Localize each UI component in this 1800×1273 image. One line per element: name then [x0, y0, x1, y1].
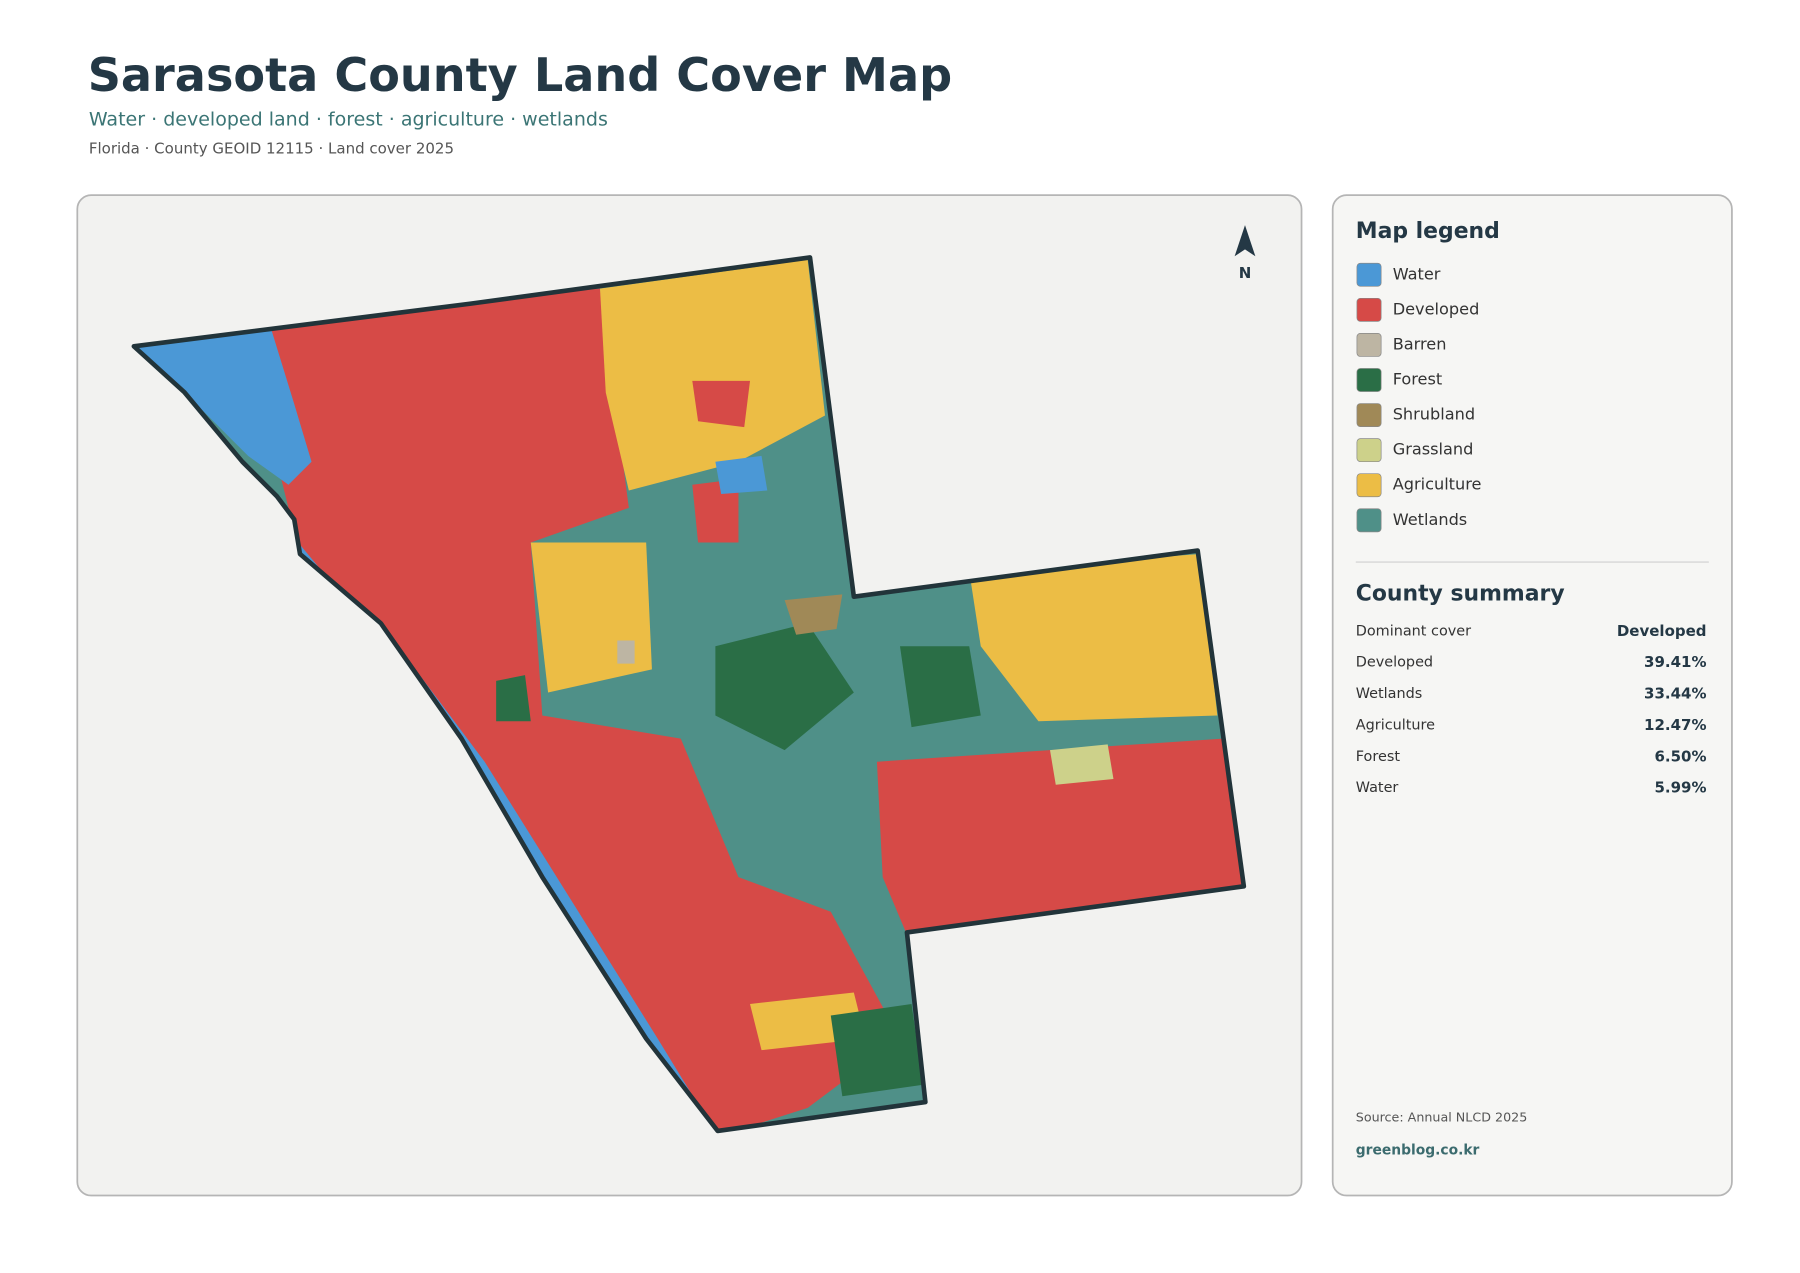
- legend-label: Wetlands: [1393, 510, 1468, 529]
- summary-label: Agriculture: [1356, 717, 1435, 733]
- summary-value: Developed: [1617, 622, 1707, 640]
- agriculture-area: [600, 259, 825, 491]
- agriculture-area: [969, 554, 1218, 722]
- shrubland-area: [784, 594, 843, 635]
- summary-label: Water: [1356, 780, 1399, 796]
- developed-area: [265, 288, 900, 1131]
- legend-swatch: [1356, 403, 1382, 427]
- source: Source: Annual NLCD 2025: [1356, 1110, 1528, 1125]
- forest-area: [900, 646, 981, 728]
- water-area: [715, 455, 768, 494]
- legend-label: Barren: [1393, 334, 1447, 353]
- county-outline: [131, 255, 1247, 1134]
- title: Sarasota County Land Cover Map: [88, 48, 952, 102]
- summary-value: 6.50%: [1654, 747, 1706, 765]
- summary-value: 5.99%: [1654, 779, 1706, 797]
- north-label: N: [1239, 264, 1252, 282]
- legend-label: Developed: [1393, 299, 1480, 318]
- agriculture-area: [530, 542, 652, 693]
- summary-value: 33.44%: [1644, 685, 1706, 703]
- legend-label: Forest: [1393, 370, 1443, 389]
- forest-area: [830, 1004, 924, 1097]
- developed-area: [692, 479, 739, 543]
- legend-swatch: [1356, 368, 1382, 392]
- legend-label: Water: [1393, 264, 1441, 283]
- legend-swatch: [1356, 297, 1382, 322]
- summary-label: Developed: [1356, 655, 1433, 671]
- developed-area: [876, 738, 1244, 935]
- side-panel: [1331, 194, 1733, 1197]
- summary-label: Wetlands: [1356, 686, 1423, 702]
- summary-table: Dominant cover Developed Developed 39.41% We…: [1356, 622, 1707, 797]
- legend-swatch: [1356, 262, 1382, 287]
- legend-label: Grassland: [1393, 440, 1474, 459]
- summary-value: 12.47%: [1644, 716, 1706, 734]
- meta: Florida · County GEOID 12115 · Land cove…: [89, 140, 454, 158]
- summary-value: 39.41%: [1644, 653, 1706, 671]
- legend-swatch: [1356, 473, 1382, 498]
- forest-area: [715, 623, 854, 751]
- forest-area: [496, 675, 531, 722]
- barren-area: [617, 640, 635, 664]
- subtitle: Water · developed land · forest · agricu…: [89, 109, 608, 131]
- site-link: greenblog.co.kr: [1356, 1143, 1480, 1159]
- summary-label: Forest: [1356, 749, 1401, 765]
- summary-label: Dominant cover: [1356, 623, 1471, 639]
- legend-swatch: [1356, 333, 1382, 357]
- water-area: [133, 328, 312, 485]
- grassland-area: [1050, 744, 1114, 785]
- legend-title: Map legend: [1356, 219, 1500, 244]
- legend-label: Agriculture: [1393, 475, 1482, 494]
- developed-area: [692, 380, 750, 428]
- legend-swatch: [1356, 508, 1382, 533]
- north-arrow: [1234, 225, 1256, 257]
- summary-title: County summary: [1356, 581, 1565, 606]
- legend: Water Developed Barren Forest Shrubland Grass…: [1356, 262, 1482, 533]
- legend-swatch: [1356, 438, 1382, 463]
- legend-label: Shrubland: [1393, 405, 1475, 424]
